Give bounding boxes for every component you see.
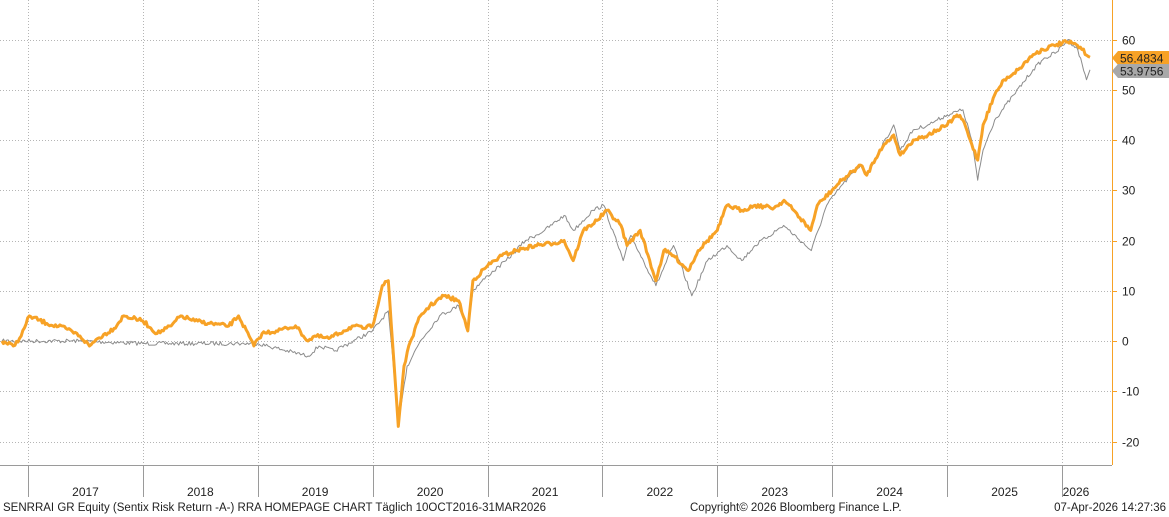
y-tick-label: -10: [1122, 385, 1140, 399]
year-label-2023: 2023: [761, 485, 788, 499]
y-tick-label: 10: [1122, 285, 1136, 299]
y-axis: -20 -10 0 10 20 30 40 50 60: [1112, 0, 1140, 465]
series-line-benchmark: [1, 39, 1091, 422]
year-label-2021: 2021: [532, 485, 559, 499]
y-tick-label: 50: [1122, 84, 1136, 98]
footer-security-description: SENRRAI GR Equity (Sentix Risk Return -A…: [3, 502, 547, 514]
year-label-2018: 2018: [187, 485, 214, 499]
year-label-2025: 2025: [991, 485, 1018, 499]
year-axis: 2017 2018 2019 2020 2021 2022 2023 2024 2025 2026: [28, 465, 1090, 499]
series-layer: [0, 39, 1091, 428]
last-value-tag-fund: 56.4834: [1120, 52, 1164, 66]
last-value-tag-benchmark-bg: [1112, 64, 1169, 78]
year-label-2026: 2026: [1063, 485, 1090, 499]
last-value-tag-benchmark: 53.9756: [1120, 65, 1164, 79]
series-line-fund: [0, 39, 1091, 428]
footer-copyright: Copyright© 2026 Bloomberg Finance L.P.: [690, 502, 902, 514]
y-tick-label: 40: [1122, 134, 1136, 148]
year-label-2022: 2022: [647, 485, 674, 499]
grid: [0, 0, 1112, 466]
footer-timestamp: 07-Apr-2026 14:27:36: [1054, 502, 1166, 514]
year-label-2024: 2024: [876, 485, 903, 499]
y-tick-label: 0: [1122, 335, 1129, 349]
year-label-2019: 2019: [302, 485, 329, 499]
y-tick-label: 60: [1122, 34, 1136, 48]
year-label-2020: 2020: [417, 485, 444, 499]
y-tick-label: -20: [1122, 436, 1140, 450]
last-value-tag-fund-bg: [1112, 51, 1169, 65]
y-tick-label: 20: [1122, 235, 1136, 249]
y-tick-label: 30: [1122, 184, 1136, 198]
year-label-2017: 2017: [72, 485, 99, 499]
